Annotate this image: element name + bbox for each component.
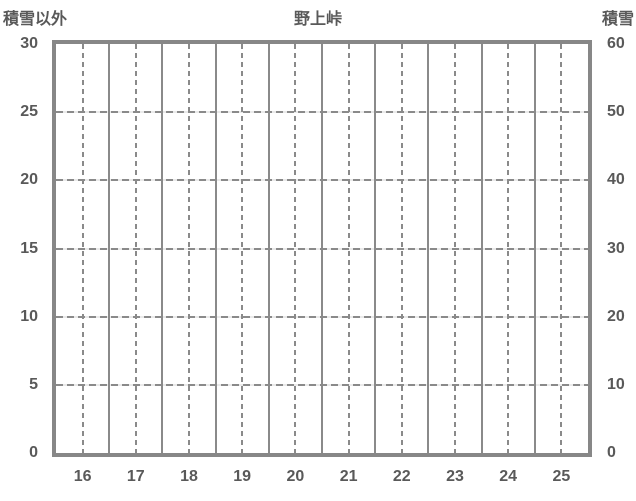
x-axis-tick-label: 25 [552,468,571,485]
right-axis-tick-label: 20 [607,307,625,325]
x-axis-tick-label: 17 [126,468,145,485]
gridline-vertical-major [214,44,217,453]
gridline-vertical-minor [560,44,563,453]
gridline-vertical-major [480,44,483,453]
x-axis-tick-label: 19 [233,468,252,485]
gridline-vertical-minor [241,44,244,453]
x-axis-tick-label: 22 [392,468,411,485]
left-axis-tick-label: 20 [20,171,38,189]
left-axis-tick-label: 15 [20,239,38,257]
gridline-vertical-minor [188,44,190,453]
right-axis-tick-label: 60 [607,35,625,52]
x-axis-tick-label: 20 [286,468,305,485]
x-axis-tick-label: 23 [446,468,464,485]
right-axis-title: 積雪 [601,11,634,28]
plot-area [52,40,592,457]
gridline-vertical-minor [400,44,403,453]
x-axis-tick-label: 18 [180,468,198,485]
gridline-vertical-minor [134,44,137,453]
left-axis-tick-label: 30 [20,35,38,52]
gridline-vertical-minor [347,44,350,453]
gridline-vertical-major [108,44,111,453]
gridline-vertical-minor [454,44,456,453]
x-axis-tick-label: 21 [339,468,358,485]
right-axis-tick-label: 10 [607,375,625,393]
left-axis-tick-label: 5 [29,375,38,393]
right-axis-tick-label: 30 [607,239,625,257]
gridline-vertical-major [321,44,323,453]
left-axis-title: 積雪以外 [3,11,68,28]
right-axis-tick-label: 0 [607,444,616,461]
x-axis-tick-label: 24 [499,468,518,485]
left-axis-tick-label: 0 [29,444,38,461]
gridline-vertical-minor [507,44,510,453]
gridline-vertical-major [427,44,430,453]
gridline-vertical-major [374,44,377,453]
x-axis-tick-label: 16 [73,468,92,485]
right-axis-tick-label: 50 [607,103,625,121]
gridline-vertical-minor [294,44,297,453]
left-axis-tick-label: 10 [20,307,38,325]
chart-title: 野上峠 [293,11,342,28]
gridline-vertical-major [267,44,270,453]
gridline-vertical-minor [81,44,84,453]
right-axis-tick-label: 40 [607,171,625,189]
gridline-vertical-major [161,44,164,453]
gridline-vertical-major [533,44,536,453]
left-axis-tick-label: 25 [20,103,38,121]
